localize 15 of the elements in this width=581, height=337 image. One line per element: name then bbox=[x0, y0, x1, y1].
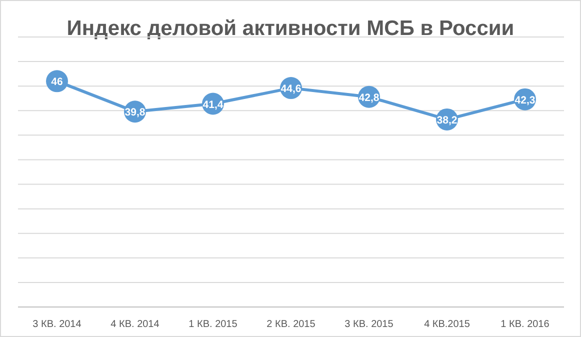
data-label: 46 bbox=[51, 76, 63, 88]
data-label: 39,8 bbox=[124, 106, 146, 119]
x-tick-label: 4 КВ. 2014 bbox=[110, 319, 160, 330]
data-label: 44,6 bbox=[280, 83, 302, 96]
data-label: 38,2 bbox=[436, 114, 458, 126]
x-tick-label: 4 КВ.2015 bbox=[424, 319, 470, 330]
x-tick-label: 1 КВ. 2015 bbox=[188, 319, 238, 330]
chart-title: Индекс деловой активности МСБ в России bbox=[66, 17, 514, 40]
x-tick-label: 1 КВ. 2016 bbox=[500, 319, 550, 330]
data-label: 42,8 bbox=[358, 92, 380, 104]
data-label: 41,4 bbox=[202, 98, 224, 111]
data-label: 42,3 bbox=[514, 94, 536, 106]
x-tick-label: 3 КВ. 2015 bbox=[344, 319, 394, 330]
x-tick-label: 2 КВ. 2015 bbox=[266, 319, 316, 330]
x-tick-label: 3 КВ. 2014 bbox=[32, 319, 82, 330]
